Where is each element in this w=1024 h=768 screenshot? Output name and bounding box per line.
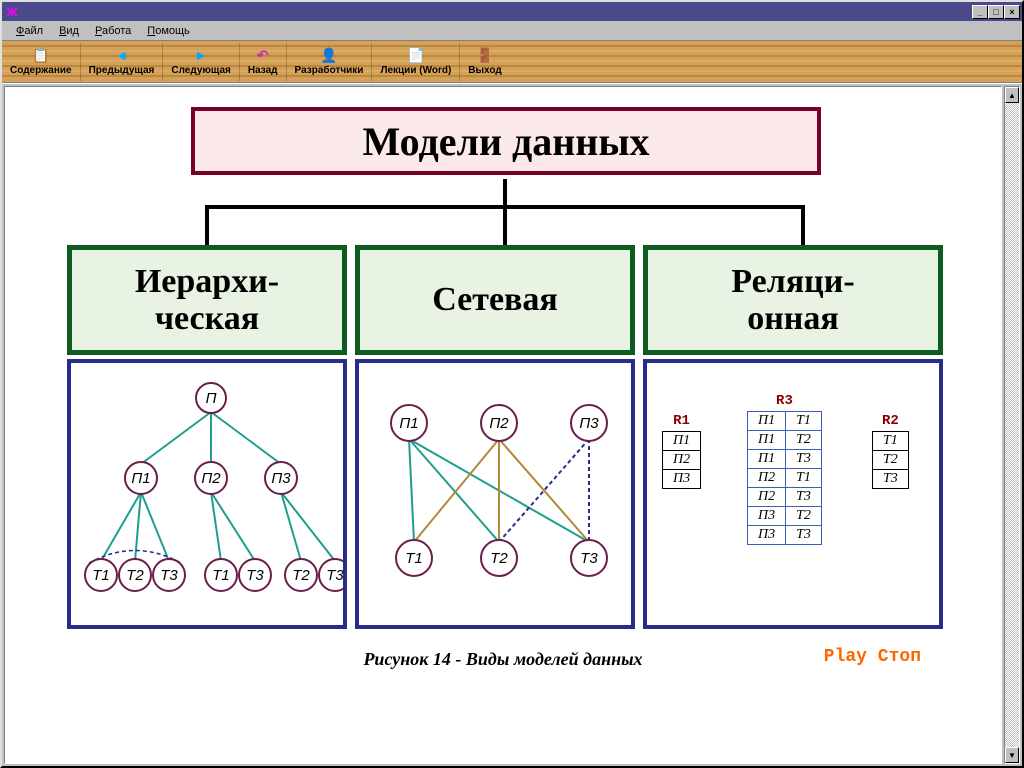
relation-table: R3 П1Т1П1Т2П1Т3П2Т1П2Т3П3Т2П3Т3 — [747, 393, 822, 547]
connector — [205, 205, 209, 245]
svg-text:П: П — [206, 390, 217, 407]
svg-text:Т2: Т2 — [126, 567, 144, 584]
vertical-scrollbar[interactable]: ▲ ▼ — [1004, 86, 1020, 764]
relation-label: R1 — [673, 413, 690, 429]
toolbar-icon: 📋 — [33, 47, 49, 63]
relation-label: R3 — [776, 393, 793, 409]
svg-text:Т3: Т3 — [580, 550, 598, 567]
toolbar-Разработчики[interactable]: 👤 Разработчики — [286, 43, 372, 81]
model-body-box: П П1 П2 П3 Т1 Т2 Т3 Т1 Т3 Т2 Т3 — [67, 359, 347, 629]
svg-text:Т1: Т1 — [212, 567, 230, 584]
toolbar-label: Следующая — [171, 65, 231, 76]
svg-text:Т1: Т1 — [92, 567, 110, 584]
app-icon: Ж — [4, 4, 20, 20]
toolbar-icon: 📄 — [408, 47, 424, 63]
close-button[interactable]: × — [1004, 5, 1020, 19]
svg-text:Т3: Т3 — [160, 567, 178, 584]
toolbar-Следующая[interactable]: ► Следующая — [162, 43, 239, 81]
toolbar-Содержание[interactable]: 📋 Содержание — [2, 43, 80, 81]
toolbar-icon: ↶ — [255, 47, 271, 63]
svg-text:П1: П1 — [131, 470, 150, 487]
hierarchical-tree: П П1 П2 П3 Т1 Т2 Т3 Т1 Т3 Т2 Т3 — [71, 363, 343, 625]
model-body-box: R1 П1П2П3 R3 П1Т1П1Т2П1Т3П2Т1П2Т3П3Т2П3Т3 R2… — [643, 359, 943, 629]
toolbar-Выход[interactable]: 🚪 Выход — [459, 43, 509, 81]
svg-text:П2: П2 — [489, 415, 509, 432]
relation-grid: Т1Т2Т3 — [872, 431, 909, 489]
model-title-box: Иерархи-ческая — [67, 245, 347, 355]
menubar: Файл Вид Работа Помощь — [2, 21, 1022, 41]
minimize-button[interactable]: _ — [972, 5, 988, 19]
scroll-down-button[interactable]: ▼ — [1005, 747, 1019, 763]
toolbar-label: Разработчики — [295, 65, 364, 76]
diagram-title-box: Модели данных — [191, 107, 821, 175]
content-canvas: Модели данных Иерархи-ческаяПП1П2П3Т1Т2Т… — [4, 86, 1002, 764]
diagram: Модели данных Иерархи-ческаяПП1П2П3Т1Т2Т… — [5, 87, 1001, 763]
toolbar-label: Предыдущая — [89, 65, 155, 76]
toolbar-label: Содержание — [10, 65, 72, 76]
toolbar: 📋 Содержание ◄ Предыдущая ► Следующая ↶ Назад 👤 Р… — [2, 41, 1022, 83]
relation-grid: П1П2П3 — [662, 431, 701, 489]
toolbar-icon: 🚪 — [477, 47, 493, 63]
toolbar-Предыдущая[interactable]: ◄ Предыдущая — [80, 43, 163, 81]
svg-text:Т2: Т2 — [292, 567, 310, 584]
scroll-track[interactable] — [1005, 103, 1019, 747]
model-title-box: Сетевая — [355, 245, 635, 355]
svg-text:П2: П2 — [201, 470, 221, 487]
model-title-box: Реляци-онная — [643, 245, 943, 355]
app-window: Ж _ □ × Файл Вид Работа Помощь 📋 Содержан… — [0, 0, 1024, 768]
svg-text:П1: П1 — [399, 415, 418, 432]
menu-work[interactable]: Работа — [87, 23, 139, 39]
toolbar-label: Назад — [248, 65, 278, 76]
svg-text:Т3: Т3 — [326, 567, 343, 584]
play-stop-label[interactable]: Play Стоп — [824, 647, 921, 667]
svg-text:П3: П3 — [579, 415, 599, 432]
toolbar-icon: ► — [193, 47, 209, 63]
svg-text:Т1: Т1 — [405, 550, 423, 567]
model-body-box: П1 П2 П3 Т1 Т2 Т3 — [355, 359, 635, 629]
maximize-button[interactable]: □ — [988, 5, 1004, 19]
relation-table: R1 П1П2П3 — [662, 413, 701, 491]
connector — [503, 179, 507, 207]
toolbar-icon: 👤 — [321, 47, 337, 63]
connector — [503, 205, 507, 245]
svg-text:Т2: Т2 — [490, 550, 508, 567]
connector — [801, 205, 805, 245]
relation-label: R2 — [882, 413, 899, 429]
toolbar-Лекции (Word)[interactable]: 📄 Лекции (Word) — [371, 43, 459, 81]
toolbar-icon: ◄ — [113, 47, 129, 63]
titlebar: Ж _ □ × — [2, 2, 1022, 21]
svg-text:П3: П3 — [271, 470, 291, 487]
network-graph: П1 П2 П3 Т1 Т2 Т3 — [359, 363, 631, 625]
menu-help[interactable]: Помощь — [139, 23, 198, 39]
toolbar-Назад[interactable]: ↶ Назад — [239, 43, 286, 81]
scroll-up-button[interactable]: ▲ — [1005, 87, 1019, 103]
menu-file[interactable]: Файл — [8, 23, 51, 39]
relation-grid: П1Т1П1Т2П1Т3П2Т1П2Т3П3Т2П3Т3 — [747, 411, 822, 545]
toolbar-label: Лекции (Word) — [380, 65, 451, 76]
svg-text:Т3: Т3 — [246, 567, 264, 584]
menu-view[interactable]: Вид — [51, 23, 87, 39]
relation-table: R2 Т1Т2Т3 — [872, 413, 909, 491]
toolbar-label: Выход — [468, 65, 501, 76]
